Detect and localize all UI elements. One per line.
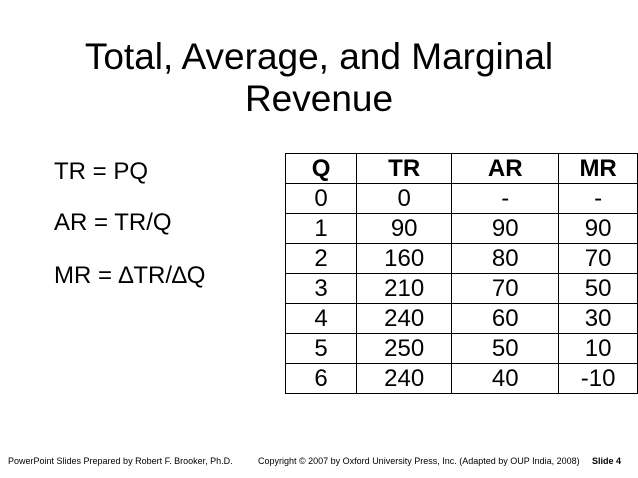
cell-mr: 10: [558, 333, 638, 364]
cell-q: 4: [284, 303, 358, 334]
cell-ar: 50: [451, 333, 560, 364]
cell-tr: 210: [356, 273, 453, 304]
cell-ar: 90: [451, 213, 560, 244]
cell-q: 6: [284, 363, 358, 394]
footer-copyright: Copyright © 2007 by Oxford University Pr…: [258, 456, 580, 466]
cell-ar: 60: [451, 303, 560, 334]
header-mr: MR: [558, 153, 638, 184]
table-row: 1 90 90 90: [284, 213, 638, 244]
formula-average-revenue: AR = TR/Q: [54, 209, 172, 236]
table-row: 3 210 70 50: [284, 273, 638, 304]
cell-tr: 240: [356, 363, 453, 394]
cell-mr: -: [558, 183, 638, 214]
cell-ar: 40: [451, 363, 560, 394]
cell-mr: 50: [558, 273, 638, 304]
footer-slide-number: Slide 4: [592, 456, 622, 466]
formula-total-revenue: TR = PQ: [54, 158, 149, 185]
slide-title: Total, Average, and Marginal Revenue: [0, 36, 638, 120]
cell-ar: 80: [451, 243, 560, 274]
slide-title-line-1: Total, Average, and Marginal: [84, 36, 554, 77]
cell-q: 3: [284, 273, 358, 304]
table-header-row: Q TR AR MR: [284, 153, 638, 184]
cell-q: 1: [284, 213, 358, 244]
header-q: Q: [284, 153, 358, 184]
cell-tr: 0: [356, 183, 453, 214]
footer-author: PowerPoint Slides Prepared by Robert F. …: [8, 456, 233, 466]
cell-tr: 250: [356, 333, 453, 364]
table-row: 5 250 50 10: [284, 333, 638, 364]
formula-marginal-revenue: MR = ∆TR/∆Q: [54, 262, 206, 289]
cell-tr: 160: [356, 243, 453, 274]
table-row: 4 240 60 30: [284, 303, 638, 334]
header-ar: AR: [451, 153, 560, 184]
cell-q: 5: [284, 333, 358, 364]
cell-q: 2: [284, 243, 358, 274]
cell-mr: 30: [558, 303, 638, 334]
header-tr: TR: [356, 153, 453, 184]
table-row: 2 160 80 70: [284, 243, 638, 274]
cell-ar: -: [451, 183, 560, 214]
cell-tr: 90: [356, 213, 453, 244]
cell-ar: 70: [451, 273, 560, 304]
cell-mr: -10: [558, 363, 638, 394]
table-row: 0 0 - -: [284, 183, 638, 214]
revenue-table: Q TR AR MR 0 0 - - 1 90 90 90 2 160 80 7…: [284, 153, 638, 394]
cell-q: 0: [284, 183, 358, 214]
slide-title-line-2: Revenue: [244, 78, 394, 119]
cell-mr: 70: [558, 243, 638, 274]
table-row: 6 240 40 -10: [284, 363, 638, 394]
cell-tr: 240: [356, 303, 453, 334]
cell-mr: 90: [558, 213, 638, 244]
